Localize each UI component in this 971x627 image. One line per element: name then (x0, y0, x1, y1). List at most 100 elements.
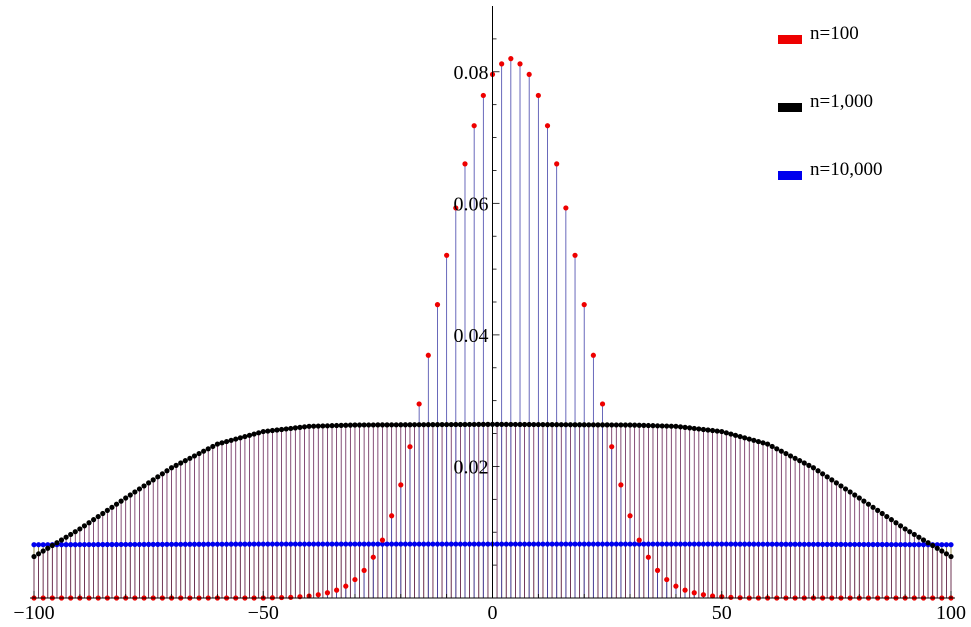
data-point (402, 422, 408, 428)
series-points-1 (31, 421, 954, 560)
data-point (540, 421, 546, 428)
data-point (31, 553, 37, 560)
data-point (641, 422, 647, 428)
data-point (682, 587, 688, 593)
data-point (297, 541, 303, 547)
data-point (884, 541, 890, 548)
data-point (687, 425, 693, 431)
data-point (586, 541, 592, 547)
data-point (595, 541, 601, 547)
data-point (792, 455, 798, 461)
data-point (563, 205, 569, 211)
data-point (554, 422, 560, 428)
data-point (870, 504, 876, 510)
data-point (375, 422, 381, 428)
data-point (237, 435, 243, 441)
data-point (132, 489, 138, 495)
data-point (654, 567, 661, 573)
data-point (278, 426, 285, 433)
data-point (810, 541, 817, 547)
legend-item: n=10,000 (778, 159, 882, 180)
data-point (72, 542, 78, 548)
data-point (728, 431, 734, 437)
data-point (416, 401, 422, 407)
data-point (875, 507, 881, 513)
data-point (476, 541, 482, 547)
data-point (389, 541, 395, 547)
data-point (535, 92, 541, 99)
data-point (205, 541, 211, 547)
data-point (256, 430, 262, 436)
data-point (402, 541, 408, 547)
data-point (645, 541, 651, 547)
data-point (664, 541, 670, 547)
data-point (783, 450, 789, 457)
data-point (897, 523, 904, 529)
data-point (948, 553, 954, 560)
data-point (677, 541, 684, 547)
data-point (375, 541, 381, 547)
data-point (118, 541, 124, 548)
data-point (673, 583, 679, 589)
data-point (948, 542, 954, 548)
data-point (865, 501, 872, 507)
data-point (159, 471, 165, 477)
data-point (760, 440, 766, 446)
data-point (609, 541, 615, 547)
data-point (311, 541, 317, 547)
data-point (68, 531, 74, 538)
data-point (100, 510, 106, 517)
data-point (324, 590, 331, 596)
data-point (572, 252, 578, 258)
data-point (361, 567, 367, 573)
data-point (728, 541, 734, 547)
data-point (677, 424, 684, 430)
data-point (691, 425, 697, 432)
data-point (54, 540, 60, 546)
data-point (31, 542, 37, 548)
data-point (654, 423, 661, 429)
data-point (517, 421, 523, 428)
data-point (457, 541, 464, 547)
data-point (91, 517, 97, 523)
data-point (430, 422, 436, 428)
data-point (801, 541, 807, 547)
data-point (778, 541, 784, 547)
data-point (659, 541, 665, 547)
data-point (682, 424, 688, 430)
data-point (696, 426, 702, 432)
legend-label: n=10,000 (810, 159, 882, 180)
data-point (723, 430, 729, 436)
data-point (682, 541, 688, 547)
data-point (879, 510, 885, 517)
data-point (535, 421, 541, 428)
data-point (58, 542, 65, 548)
data-point (141, 483, 147, 489)
x-tick-label: −100 (13, 602, 54, 624)
data-point (742, 541, 748, 547)
data-point (590, 422, 596, 428)
data-point (283, 426, 289, 432)
data-point (389, 422, 395, 428)
data-point (618, 541, 624, 547)
data-point (265, 428, 271, 434)
data-point (288, 425, 294, 432)
data-point (499, 421, 505, 427)
data-point (356, 422, 363, 428)
data-point (35, 542, 42, 548)
data-point (787, 541, 794, 547)
data-point (462, 541, 468, 547)
data-point (911, 542, 917, 548)
data-point (269, 427, 276, 434)
data-point (164, 541, 170, 547)
data-point (879, 541, 885, 548)
data-point (659, 423, 665, 429)
data-point (352, 422, 358, 428)
data-point (453, 541, 459, 547)
data-point (219, 541, 225, 547)
data-point (407, 444, 413, 450)
data-point (590, 352, 596, 358)
data-point (274, 541, 280, 547)
data-point (797, 541, 803, 547)
data-point (68, 542, 74, 548)
